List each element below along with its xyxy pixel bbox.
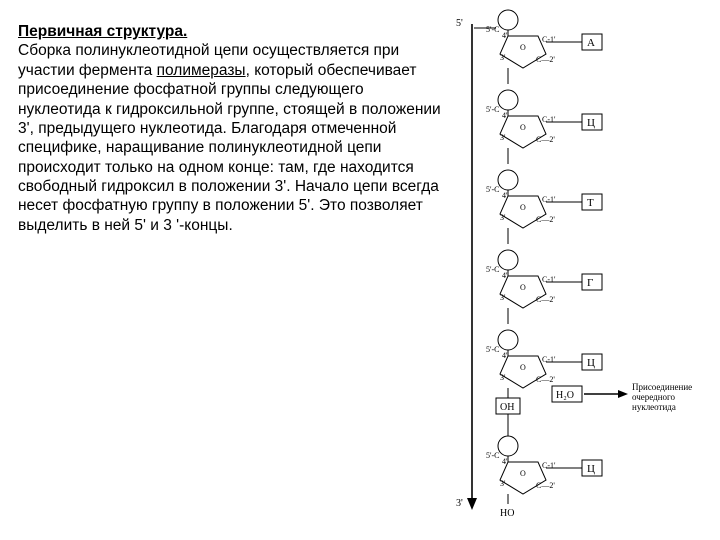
phosphate-icon: [498, 436, 518, 456]
paragraph-underline: полимеразы: [157, 62, 246, 79]
nucleotide-unit-3: 5'-C O 4' 3' C—2' C-1' Т: [486, 170, 602, 244]
arrowhead-down-icon: [467, 498, 477, 510]
h2o-label: H₂O: [556, 390, 574, 401]
nucleotide-unit-4: 5'-C O 4' 3' C—2' C-1' Г: [486, 250, 602, 324]
svg-text:C—2': C—2': [536, 55, 555, 64]
base-label: Г: [587, 277, 593, 289]
svg-text:C-1': C-1': [542, 275, 556, 284]
svg-text:O: O: [520, 203, 526, 212]
svg-text:C-1': C-1': [542, 35, 556, 44]
svg-text:4': 4': [502, 271, 508, 280]
h2o-release: H₂O Присоединение очередного нуклеотида: [552, 382, 692, 412]
phosphate-icon: [498, 170, 518, 190]
nucleotide-unit-2: 5'-C O 4' 3' C—2' C-1' Ц: [486, 90, 602, 164]
svg-text:3': 3': [500, 479, 506, 488]
oh-label: OH: [500, 402, 514, 413]
svg-text:4': 4': [502, 191, 508, 200]
svg-text:5'-C: 5'-C: [486, 105, 499, 114]
diagram-svg: 5' 3' 5'-C O 4' 3' C—2' C-1': [452, 6, 712, 534]
side-note-2: очередного: [632, 392, 676, 402]
svg-text:4': 4': [502, 31, 508, 40]
svg-text:5'-C: 5'-C: [486, 185, 499, 194]
ho-label: HO: [500, 508, 514, 519]
base-label: Ц: [587, 357, 595, 369]
side-note-1: Присоединение: [632, 382, 692, 392]
svg-text:C—2': C—2': [536, 135, 555, 144]
svg-text:5'-C: 5'-C: [486, 265, 499, 274]
base-label: Ц: [587, 463, 595, 475]
svg-text:C-1': C-1': [542, 355, 556, 364]
svg-text:4': 4': [502, 351, 508, 360]
nucleotide-unit-5: 5'-C O 4' 3' C—2' C-1' Ц OH: [486, 330, 602, 414]
phosphate-icon: [498, 250, 518, 270]
base-label: Ц: [587, 117, 595, 129]
svg-text:O: O: [520, 469, 526, 478]
svg-text:4': 4': [502, 111, 508, 120]
svg-text:C—2': C—2': [536, 215, 555, 224]
svg-text:5'-C: 5'-C: [486, 451, 499, 460]
svg-text:5'-C: 5'-C: [486, 25, 499, 34]
phosphate-icon: [498, 330, 518, 350]
svg-text:5'-C: 5'-C: [486, 345, 499, 354]
arrowhead-right-icon: [618, 390, 628, 398]
side-note-3: нуклеотида: [632, 402, 676, 412]
svg-text:3': 3': [500, 133, 506, 142]
svg-text:O: O: [520, 43, 526, 52]
svg-text:3': 3': [500, 213, 506, 222]
phosphate-icon: [498, 90, 518, 110]
svg-text:3': 3': [500, 53, 506, 62]
svg-text:C-1': C-1': [542, 195, 556, 204]
title: Первичная структура.: [18, 23, 187, 40]
label-3prime-bottom: 3': [456, 498, 463, 509]
svg-text:C—2': C—2': [536, 295, 555, 304]
polynucleotide-diagram: 5' 3' 5'-C O 4' 3' C—2' C-1': [452, 6, 712, 534]
svg-text:C—2': C—2': [536, 481, 555, 490]
base-label: Т: [587, 197, 594, 209]
phosphate-icon: [498, 10, 518, 30]
svg-text:C—2': C—2': [536, 375, 555, 384]
nucleotide-unit-incoming: 5'-C O 4' 3' C—2' C-1' Ц HO: [486, 436, 602, 519]
svg-text:3': 3': [500, 373, 506, 382]
nucleotide-unit-1: 5'-C O 4' 3' C—2' C-1' А: [474, 10, 602, 84]
svg-text:4': 4': [502, 457, 508, 466]
svg-text:3': 3': [500, 293, 506, 302]
svg-text:O: O: [520, 123, 526, 132]
page: Первичная структура. Сборка полинуклеоти…: [0, 0, 720, 540]
svg-text:O: O: [520, 363, 526, 372]
svg-text:C-1': C-1': [542, 115, 556, 124]
base-label: А: [587, 37, 595, 49]
text-block: Первичная структура. Сборка полинуклеоти…: [18, 22, 448, 235]
svg-text:C-1': C-1': [542, 461, 556, 470]
paragraph-b: , который обеспечивает присоединение фос…: [18, 62, 441, 234]
svg-text:O: O: [520, 283, 526, 292]
label-5prime-top: 5': [456, 18, 463, 29]
